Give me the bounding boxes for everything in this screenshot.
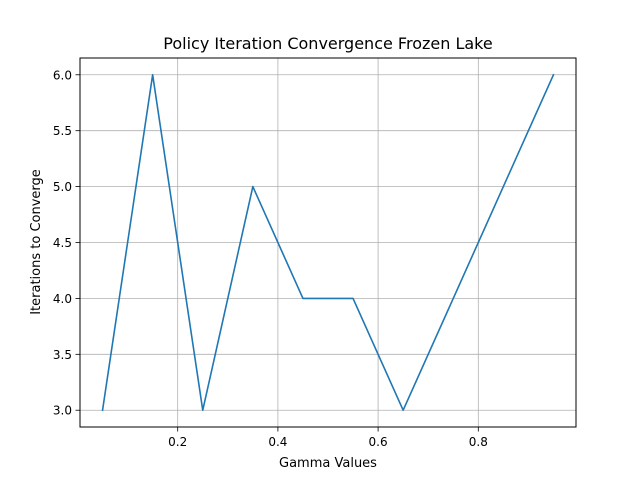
x-axis-ticks: 0.2 0.4 0.6 0.8 [168,427,488,449]
chart-title: Policy Iteration Convergence Frozen Lake [163,34,492,53]
x-axis-label: Gamma Values [279,456,377,471]
x-tick-label: 0.4 [268,435,287,449]
x-tick-label: 0.6 [369,435,388,449]
series-line [101,73,555,412]
x-tick-label: 0.8 [469,435,488,449]
y-tick-label: 5.5 [53,124,72,138]
y-axis-label: Iterations to Converge [29,169,44,315]
y-axis-ticks: 3.0 3.5 4.0 4.5 5.0 5.5 6.0 [53,68,80,418]
series-lines [101,73,555,412]
y-tick-label: 4.0 [53,292,72,306]
y-tick-label: 3.0 [53,404,72,418]
y-tick-label: 6.0 [53,68,72,82]
x-tick-label: 0.2 [168,435,187,449]
y-tick-label: 3.5 [53,348,72,362]
y-tick-label: 5.0 [53,180,72,194]
y-tick-label: 4.5 [53,236,72,250]
